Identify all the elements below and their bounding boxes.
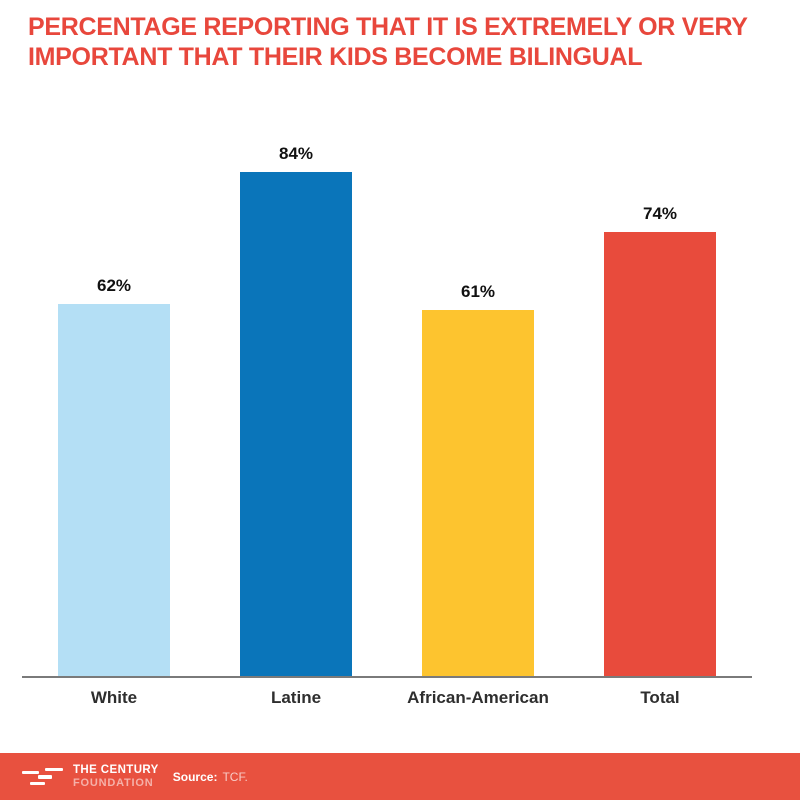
bar: [604, 232, 716, 676]
bars-container: 62% White 84% Latine 61% African-American 74% T…: [22, 76, 752, 707]
bar-chart: 62% White 84% Latine 61% African-American 74% T…: [22, 76, 752, 707]
bar: [58, 304, 170, 676]
bar-value-label: 61%: [460, 282, 496, 301]
bar-value-label: 62%: [96, 276, 132, 295]
bar: [240, 172, 352, 676]
bar: [422, 310, 534, 676]
footer-bar: THE CENTURY FOUNDATION Source: TCF.: [0, 753, 800, 800]
bar-category-label: African-American: [407, 688, 549, 707]
source-value: TCF.: [222, 769, 248, 784]
source-note: Source: TCF.: [173, 770, 248, 784]
org-name-line2: FOUNDATION: [73, 776, 154, 789]
bar-category-label: White: [90, 688, 138, 707]
bar-category-label: Total: [640, 688, 680, 707]
bar-column-white: 62% White: [58, 76, 170, 707]
century-foundation-logo-icon: [22, 767, 66, 787]
org-name-line1: THE CENTURY: [73, 763, 159, 776]
chart-title: PERCENTAGE REPORTING THAT IT IS EXTREMEL…: [28, 13, 748, 71]
source-label: Source:: [172, 769, 218, 784]
bar-value-label: 74%: [642, 204, 678, 223]
x-axis-line: [22, 676, 752, 678]
bar-category-label: Latine: [270, 688, 322, 707]
bar-value-label: 84%: [278, 144, 314, 163]
bar-column-total: 74% Total: [604, 76, 716, 707]
org-name: THE CENTURY FOUNDATION: [73, 764, 159, 790]
bar-column-latine: 84% Latine: [240, 76, 352, 707]
bar-column-african-american: 61% African-American: [407, 76, 549, 707]
